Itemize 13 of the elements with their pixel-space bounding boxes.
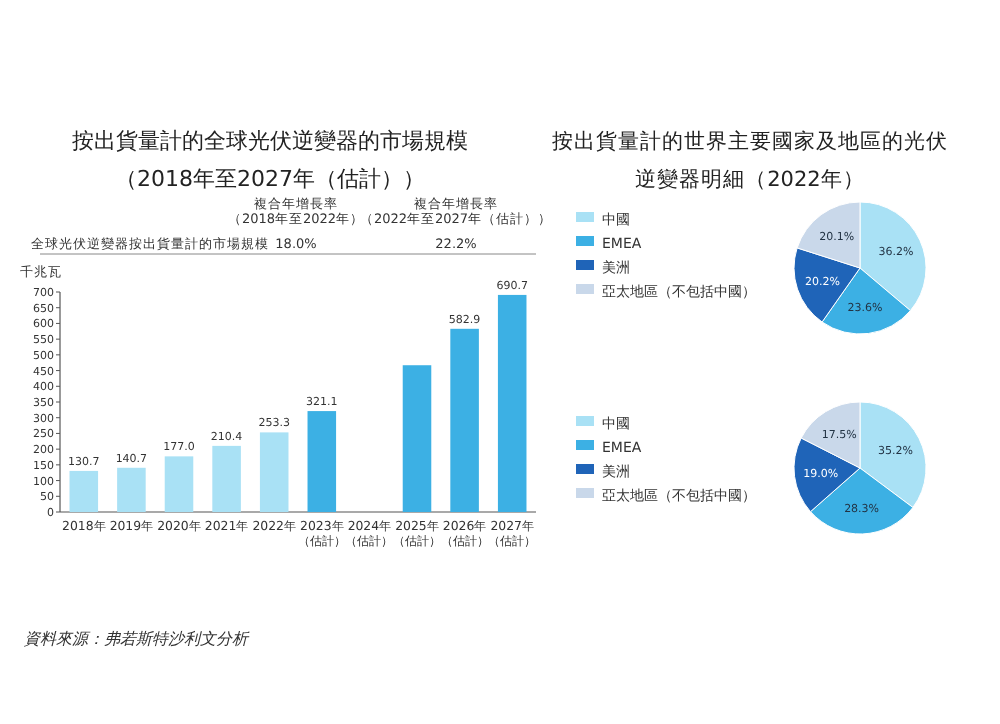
chart-title: 按出貨量計的全球光伏逆變器的市場規模 — [72, 128, 468, 154]
bar — [450, 328, 479, 512]
chart-subtitle: （2018年至2027年（估計）） — [115, 166, 425, 192]
bar — [164, 456, 194, 512]
chart-title: 按出貨量計的世界主要國家及地區的光伏逆變器明細（2022年） — [552, 128, 948, 192]
bar — [69, 470, 99, 512]
bar — [212, 445, 241, 512]
source-note: 資料來源：弗若斯特沙利文分析 — [24, 630, 250, 648]
bar — [497, 294, 527, 512]
bar — [307, 411, 337, 512]
bar — [259, 432, 289, 512]
bar — [117, 467, 146, 512]
bar — [402, 365, 432, 512]
